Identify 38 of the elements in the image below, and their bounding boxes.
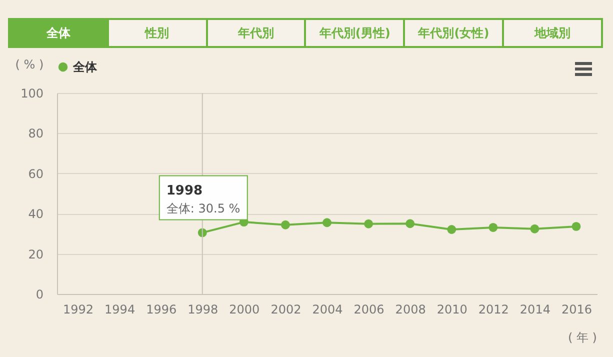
x-tick-label: 1994 [104,302,136,316]
tab[interactable]: 性別 [106,18,208,48]
point [322,218,332,228]
y-tick-label: 100 [20,86,44,100]
x-tick-label: 1996 [146,302,177,316]
x-axis-title: ( 年 ) [568,330,597,344]
x-tick-label: 1992 [62,302,94,316]
x-tick-label: 2012 [478,302,509,316]
y-tick-label: 40 [28,207,44,222]
tab[interactable]: 全体 [8,18,109,48]
y-tick-label: 0 [36,288,44,302]
point [530,224,540,234]
tab[interactable]: 年代別(男性) [304,18,406,48]
x-tick-label: 2016 [561,302,592,316]
tab[interactable]: 年代別(女性) [403,18,504,48]
tab[interactable]: 年代別 [206,18,306,48]
point [406,219,415,228]
x-tick-label: 2014 [520,302,550,316]
tab[interactable]: 地域別 [502,18,603,48]
x-tick-label: 2008 [395,302,426,316]
annotation: 1998 [166,184,203,199]
y-tick-label: 60 [28,166,44,181]
x-tick-label: 1998 [188,302,218,316]
y-tick-label: 20 [28,247,44,262]
annotation: 全体: 30.5 % [166,202,240,216]
point [280,220,290,230]
x-tick-label: 2002 [270,302,302,316]
point [364,219,374,228]
x-tick-label: 2010 [436,302,468,316]
point [447,225,456,234]
point [488,223,498,232]
legend-label: 全体 [72,60,98,74]
x-tick-label: 2000 [229,302,260,316]
y-axis-title: ( % ) [15,58,44,72]
y-tick-label: 80 [28,126,44,141]
x-tick-label: 2006 [354,302,384,316]
x-tick-label: 2004 [312,302,343,316]
point [572,222,581,231]
